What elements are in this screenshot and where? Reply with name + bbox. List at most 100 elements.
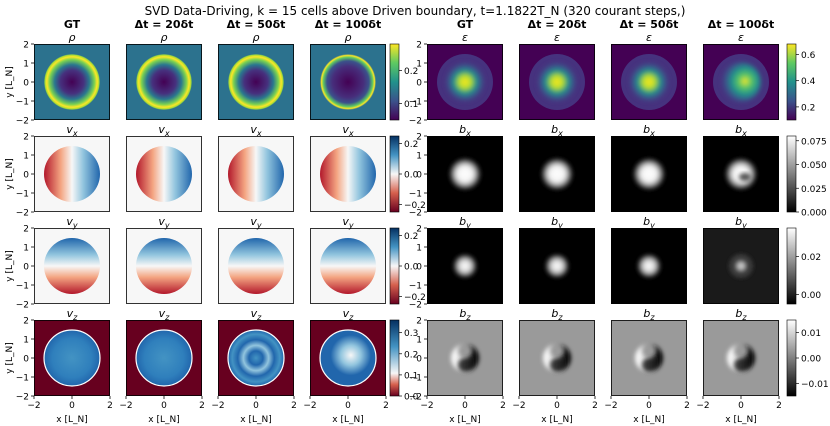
colorbars-layer: 0.2 0.1 0.6 0.4 0.2 0.2 0.0 −0.2 0.075 0.050 0.025… (389, 43, 829, 403)
y-tick-label: −2 (409, 393, 422, 403)
colorbar-tick-label: 0.2 (404, 67, 418, 77)
x-axis-label: x [L_N] (56, 415, 87, 425)
density-ring (228, 54, 284, 110)
field-negative-lobe (642, 344, 663, 372)
colorbar-tick-label: 0.6 (801, 51, 816, 61)
energy-core (445, 62, 485, 102)
panel-frame (34, 228, 110, 304)
panel-r4-c4: −2 0 2 x [L_N] (303, 320, 389, 425)
colorbar-right-row2: 0.075 0.050 0.025 0.000 (786, 135, 827, 219)
panel-variable-label: ρ (69, 31, 76, 44)
y-axis-label: y [L_N] (5, 342, 15, 373)
disk-outline (43, 329, 101, 387)
field-negative-lobe (458, 344, 479, 372)
panel-frame (611, 320, 687, 396)
field-shadow (739, 173, 751, 181)
panel-frame (519, 44, 595, 120)
colorbar-right-row4: 0.01 0.00 −0.01 (786, 319, 829, 397)
panel-r1-c8 (703, 44, 779, 120)
colorbar-tick-label: 0.075 (801, 137, 827, 147)
panel-variable-label: bx (735, 123, 747, 138)
y-tick-label: 2 (416, 317, 422, 327)
labels-layer: GT Δt = 20δt Δt = 50δt Δt = 100δt GT Δt = 20δ… (64, 18, 774, 322)
x-tick-label: 2 (199, 401, 205, 411)
column-header-6: Δt = 20δt (528, 18, 587, 31)
panel-variable-label: bz (735, 307, 747, 322)
y-tick-label: 0 (23, 79, 29, 89)
panel-frame (34, 320, 110, 396)
x-axis-label: x [L_N] (332, 415, 363, 425)
colorbar-gradient (389, 135, 400, 213)
panel-frame (703, 136, 779, 212)
y-tick-label: 2 (23, 317, 29, 327)
y-tick-label: 2 (416, 133, 422, 143)
panels-layer: 2 1 0 −1 −2 y [L_N] 2 1 0 −1 −2 2 1 0 −1 −2 y [L_N] 2 1 0 −1… (5, 41, 782, 426)
y-tick-label: 0 (416, 79, 422, 89)
figure-title: SVD Data-Driving, k = 15 cells above Dri… (145, 4, 686, 18)
x-axis-label: x [L_N] (725, 415, 756, 425)
x-tick-label: 0 (738, 401, 744, 411)
y-axis-label: y [L_N] (5, 66, 15, 97)
x-tick-label: 0 (345, 401, 351, 411)
x-tick-label: 2 (776, 401, 782, 411)
x-tick-label: 2 (383, 401, 389, 411)
panel-frame (126, 136, 202, 212)
panel-variable-label: by (551, 215, 563, 230)
panel-frame (310, 136, 386, 212)
field-blob (453, 254, 477, 278)
y-tick-label: 0 (23, 263, 29, 273)
x-tick-label: 2 (291, 401, 297, 411)
panel-variable-label: vx (250, 123, 262, 138)
field-negative-lobe (734, 344, 755, 372)
x-tick-label: −2 (211, 401, 224, 411)
panel-variable-label: bx (459, 123, 471, 138)
column-header-4: Δt = 100δt (315, 18, 381, 31)
column-header-2: Δt = 20δt (135, 18, 194, 31)
colorbar-left-row3: 0.2 0.0 −0.2 (389, 227, 426, 305)
y-tick-label: 2 (23, 133, 29, 143)
x-tick-label: 2 (684, 401, 690, 411)
panel-frame (611, 136, 687, 212)
colorbar-tick-label: −0.2 (404, 293, 426, 303)
x-tick-label: −2 (604, 401, 617, 411)
panel-r1-c4 (310, 44, 386, 120)
colorbar-gradient (786, 43, 797, 121)
panel-frame (427, 136, 503, 212)
panel-variable-label: vz (67, 307, 79, 322)
panel-variable-label: by (735, 215, 747, 230)
colorbar-tick-label: −0.01 (801, 380, 829, 390)
panel-frame (427, 320, 503, 396)
panel-frame (310, 44, 386, 120)
field-negative-lobe (550, 344, 571, 372)
y-tick-label: −1 (409, 282, 422, 292)
y-tick-label: −1 (16, 98, 29, 108)
panel-r3-c2 (126, 228, 202, 304)
panel-r4-c3: −2 0 2 x [L_N] (211, 320, 297, 425)
panel-r2-c5: 2 1 0 −1 −2 (409, 133, 503, 219)
panel-variable-label: vz (343, 307, 355, 322)
x-axis-label: x [L_N] (449, 415, 480, 425)
x-tick-label: −2 (27, 401, 40, 411)
panel-r4-c8: −2 0 2 x [L_N] (696, 320, 782, 425)
column-header-5: GT (457, 18, 474, 31)
y-tick-label: 1 (23, 152, 29, 162)
y-tick-label: 2 (416, 225, 422, 235)
colorbar-tick-label: 0.3 (404, 329, 418, 339)
x-tick-label: −2 (696, 401, 709, 411)
y-tick-label: 0 (416, 171, 422, 181)
panel-frame (218, 44, 294, 120)
y-tick-label: 0 (23, 171, 29, 181)
panel-frame (218, 320, 294, 396)
panel-r3-c5: 2 1 0 −1 −2 (409, 225, 503, 311)
panel-r4-c5: 2 1 0 −1 −2−2 0 2 x [L_N] (409, 317, 506, 426)
colorbar-tick-label: 0.01 (801, 329, 821, 339)
panel-variable-label: ρ (253, 31, 260, 44)
colorbar-gradient (786, 227, 797, 305)
x-tick-label: 0 (554, 401, 560, 411)
x-tick-label: 2 (107, 401, 113, 411)
colorbar-gradient (389, 43, 400, 121)
panel-r4-c6: −2 0 2 x [L_N] (512, 320, 598, 425)
panel-frame (611, 44, 687, 120)
panel-r1-c2 (126, 44, 202, 120)
panel-variable-label: ε (462, 31, 468, 44)
